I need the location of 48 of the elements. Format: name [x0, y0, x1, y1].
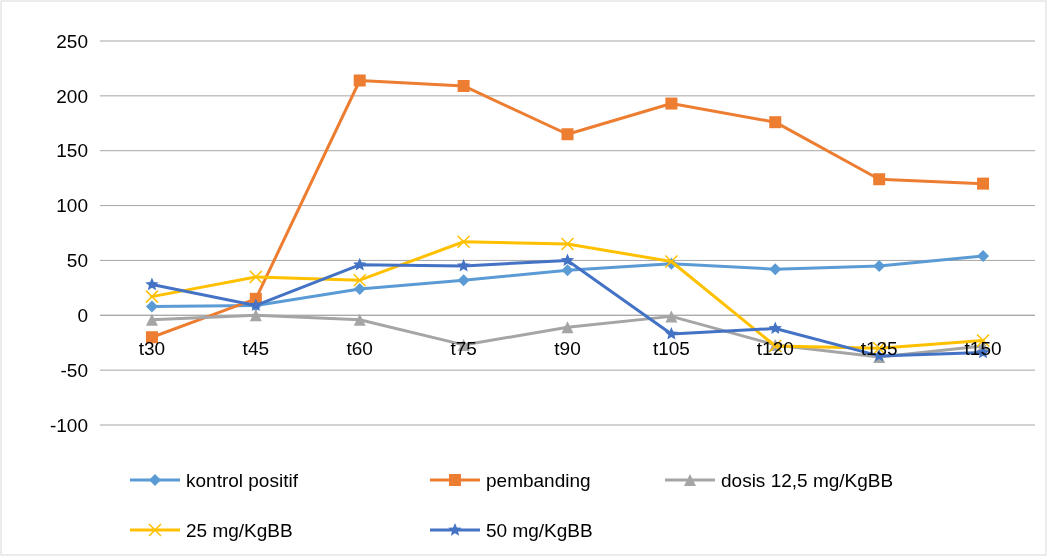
- point: [560, 237, 575, 251]
- point: [665, 310, 678, 323]
- point: [665, 97, 678, 110]
- point: [249, 309, 262, 322]
- point: [561, 128, 574, 141]
- x-tick-label: t75: [450, 338, 477, 360]
- point: [456, 258, 471, 272]
- point: [664, 326, 679, 340]
- y-tick-label: -100: [49, 414, 88, 436]
- y-tick-label: 0: [77, 304, 88, 326]
- point: [456, 235, 471, 249]
- legend-label: 25 mg/KgBB: [186, 519, 293, 541]
- legend-label: pembanding: [486, 469, 591, 491]
- y-tick-label: 200: [56, 85, 88, 107]
- point: [145, 300, 158, 313]
- legend-label: dosis 12,5 mg/KgBB: [721, 469, 894, 491]
- legend-label: 50 mg/KgBB: [486, 519, 593, 541]
- point: [353, 257, 367, 271]
- point: [561, 264, 574, 277]
- point: [457, 79, 470, 92]
- point: [353, 74, 366, 87]
- x-tick-label: t30: [138, 338, 166, 360]
- x-tick-label: t90: [554, 338, 581, 360]
- point: [977, 250, 990, 263]
- point: [977, 177, 990, 190]
- point: [560, 253, 575, 267]
- y-tick-label: -50: [60, 359, 88, 381]
- point: [768, 321, 782, 335]
- point: [561, 321, 574, 334]
- y-tick-label: 50: [66, 250, 88, 272]
- point: [145, 277, 159, 291]
- x-tick-label: t105: [652, 338, 690, 360]
- point: [145, 313, 158, 326]
- y-tick-label: 100: [56, 195, 88, 217]
- point: [249, 270, 263, 284]
- point: [457, 274, 470, 287]
- point: [769, 263, 782, 276]
- point: [353, 282, 366, 295]
- point: [352, 273, 367, 287]
- point: [145, 289, 159, 304]
- y-tick-label: 150: [56, 140, 88, 162]
- x-tick-label: t60: [346, 338, 373, 360]
- point: [873, 173, 886, 186]
- x-tick-label: t45: [242, 338, 270, 360]
- y-tick-label: 250: [56, 30, 88, 52]
- point: [353, 313, 366, 326]
- legend-label: kontrol positif: [186, 469, 299, 491]
- point: [769, 116, 782, 129]
